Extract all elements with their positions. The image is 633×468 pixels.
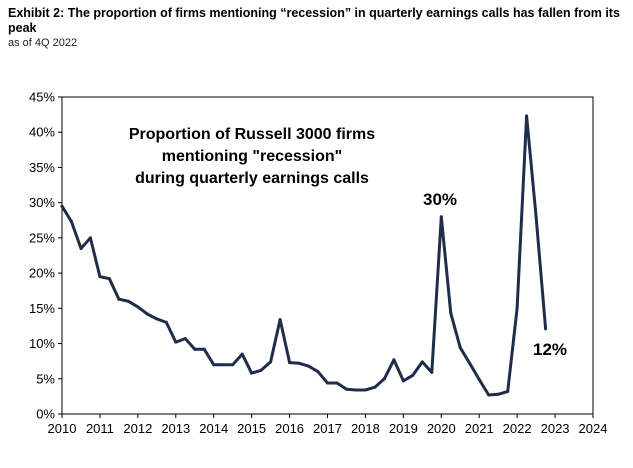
data-point xyxy=(79,247,83,250)
data-point xyxy=(373,385,377,389)
data-point xyxy=(534,215,538,219)
exhibit-title: Exhibit 2: The proportion of firms menti… xyxy=(8,6,620,35)
chart-annotation-line: Proportion of Russell 3000 firms xyxy=(129,126,375,143)
data-point xyxy=(363,388,367,392)
data-point xyxy=(496,392,500,396)
data-point xyxy=(430,370,434,374)
data-point xyxy=(420,360,424,364)
value-callout: 30% xyxy=(423,190,457,209)
data-point xyxy=(136,305,140,309)
data-point xyxy=(544,327,548,331)
data-point xyxy=(278,318,282,322)
chart-annotation-line: during quarterly earnings calls xyxy=(135,170,369,187)
y-tick-label: 0% xyxy=(36,407,55,422)
data-point xyxy=(458,346,462,350)
data-point xyxy=(174,340,178,344)
data-point xyxy=(288,361,292,365)
plot-frame xyxy=(61,96,594,415)
data-point xyxy=(326,381,329,385)
x-tick-label: 2016 xyxy=(275,421,304,436)
data-point xyxy=(88,236,92,240)
data-point xyxy=(117,297,121,301)
y-tick-label: 40% xyxy=(29,125,55,140)
data-point xyxy=(60,204,64,208)
data-point xyxy=(183,337,187,341)
data-point xyxy=(297,361,301,365)
chart-annotation-line: mentioning "recession" xyxy=(162,148,343,165)
series-line xyxy=(60,114,548,397)
x-tick-label: 2019 xyxy=(389,421,418,436)
value-callout: 12% xyxy=(533,340,567,359)
x-tick-label: 2017 xyxy=(313,421,342,436)
data-point xyxy=(335,381,339,385)
x-tick-label: 2011 xyxy=(86,421,114,436)
data-point xyxy=(515,306,519,310)
x-tick-label: 2018 xyxy=(351,421,380,436)
data-point xyxy=(231,363,235,367)
x-tick-label: 2023 xyxy=(541,421,570,436)
y-tick-label: 30% xyxy=(29,195,55,210)
data-point xyxy=(145,312,149,316)
x-tick-label: 2014 xyxy=(199,421,228,436)
data-point xyxy=(468,361,472,365)
data-point xyxy=(345,387,348,391)
y-tick-label: 20% xyxy=(29,266,55,281)
x-tick-label: 2021 xyxy=(465,421,494,436)
data-point xyxy=(193,347,197,351)
data-point xyxy=(155,317,159,321)
data-point xyxy=(401,379,405,383)
y-tick-label: 5% xyxy=(36,371,55,386)
data-point xyxy=(221,363,225,367)
data-point xyxy=(259,368,263,372)
data-point xyxy=(70,220,73,224)
x-tick-label: 2020 xyxy=(427,421,456,436)
data-point xyxy=(506,390,510,393)
x-tick-label: 2012 xyxy=(123,421,152,436)
y-tick-label: 25% xyxy=(29,230,55,245)
data-point xyxy=(98,275,102,279)
y-tick-label: 10% xyxy=(29,336,55,351)
data-point xyxy=(250,371,254,375)
data-point xyxy=(107,277,111,281)
data-point xyxy=(269,360,273,364)
x-tick-label: 2015 xyxy=(237,421,266,436)
x-tick-label: 2022 xyxy=(503,421,532,436)
data-point xyxy=(411,373,415,377)
chart-header: Exhibit 2: The proportion of firms menti… xyxy=(8,6,626,49)
data-point xyxy=(382,377,386,381)
data-point xyxy=(525,114,529,118)
x-tick-label: 2013 xyxy=(161,421,190,436)
x-tick-label: 2010 xyxy=(48,421,77,436)
data-point xyxy=(164,320,168,324)
y-tick-label: 35% xyxy=(29,160,55,175)
data-point xyxy=(212,363,216,367)
data-point xyxy=(307,364,310,368)
x-tick-label: 2024 xyxy=(579,421,608,436)
exhibit-subtitle: as of 4Q 2022 xyxy=(8,37,78,49)
data-point xyxy=(202,347,206,351)
data-point xyxy=(126,299,130,303)
data-point xyxy=(487,393,491,397)
data-point xyxy=(316,370,320,374)
data-point xyxy=(354,388,358,392)
data-point xyxy=(477,378,481,381)
y-tick-label: 45% xyxy=(29,90,55,105)
data-point xyxy=(392,358,396,362)
data-point xyxy=(449,311,453,315)
data-point xyxy=(439,215,443,219)
data-point xyxy=(240,352,244,356)
y-tick-label: 15% xyxy=(29,301,55,316)
